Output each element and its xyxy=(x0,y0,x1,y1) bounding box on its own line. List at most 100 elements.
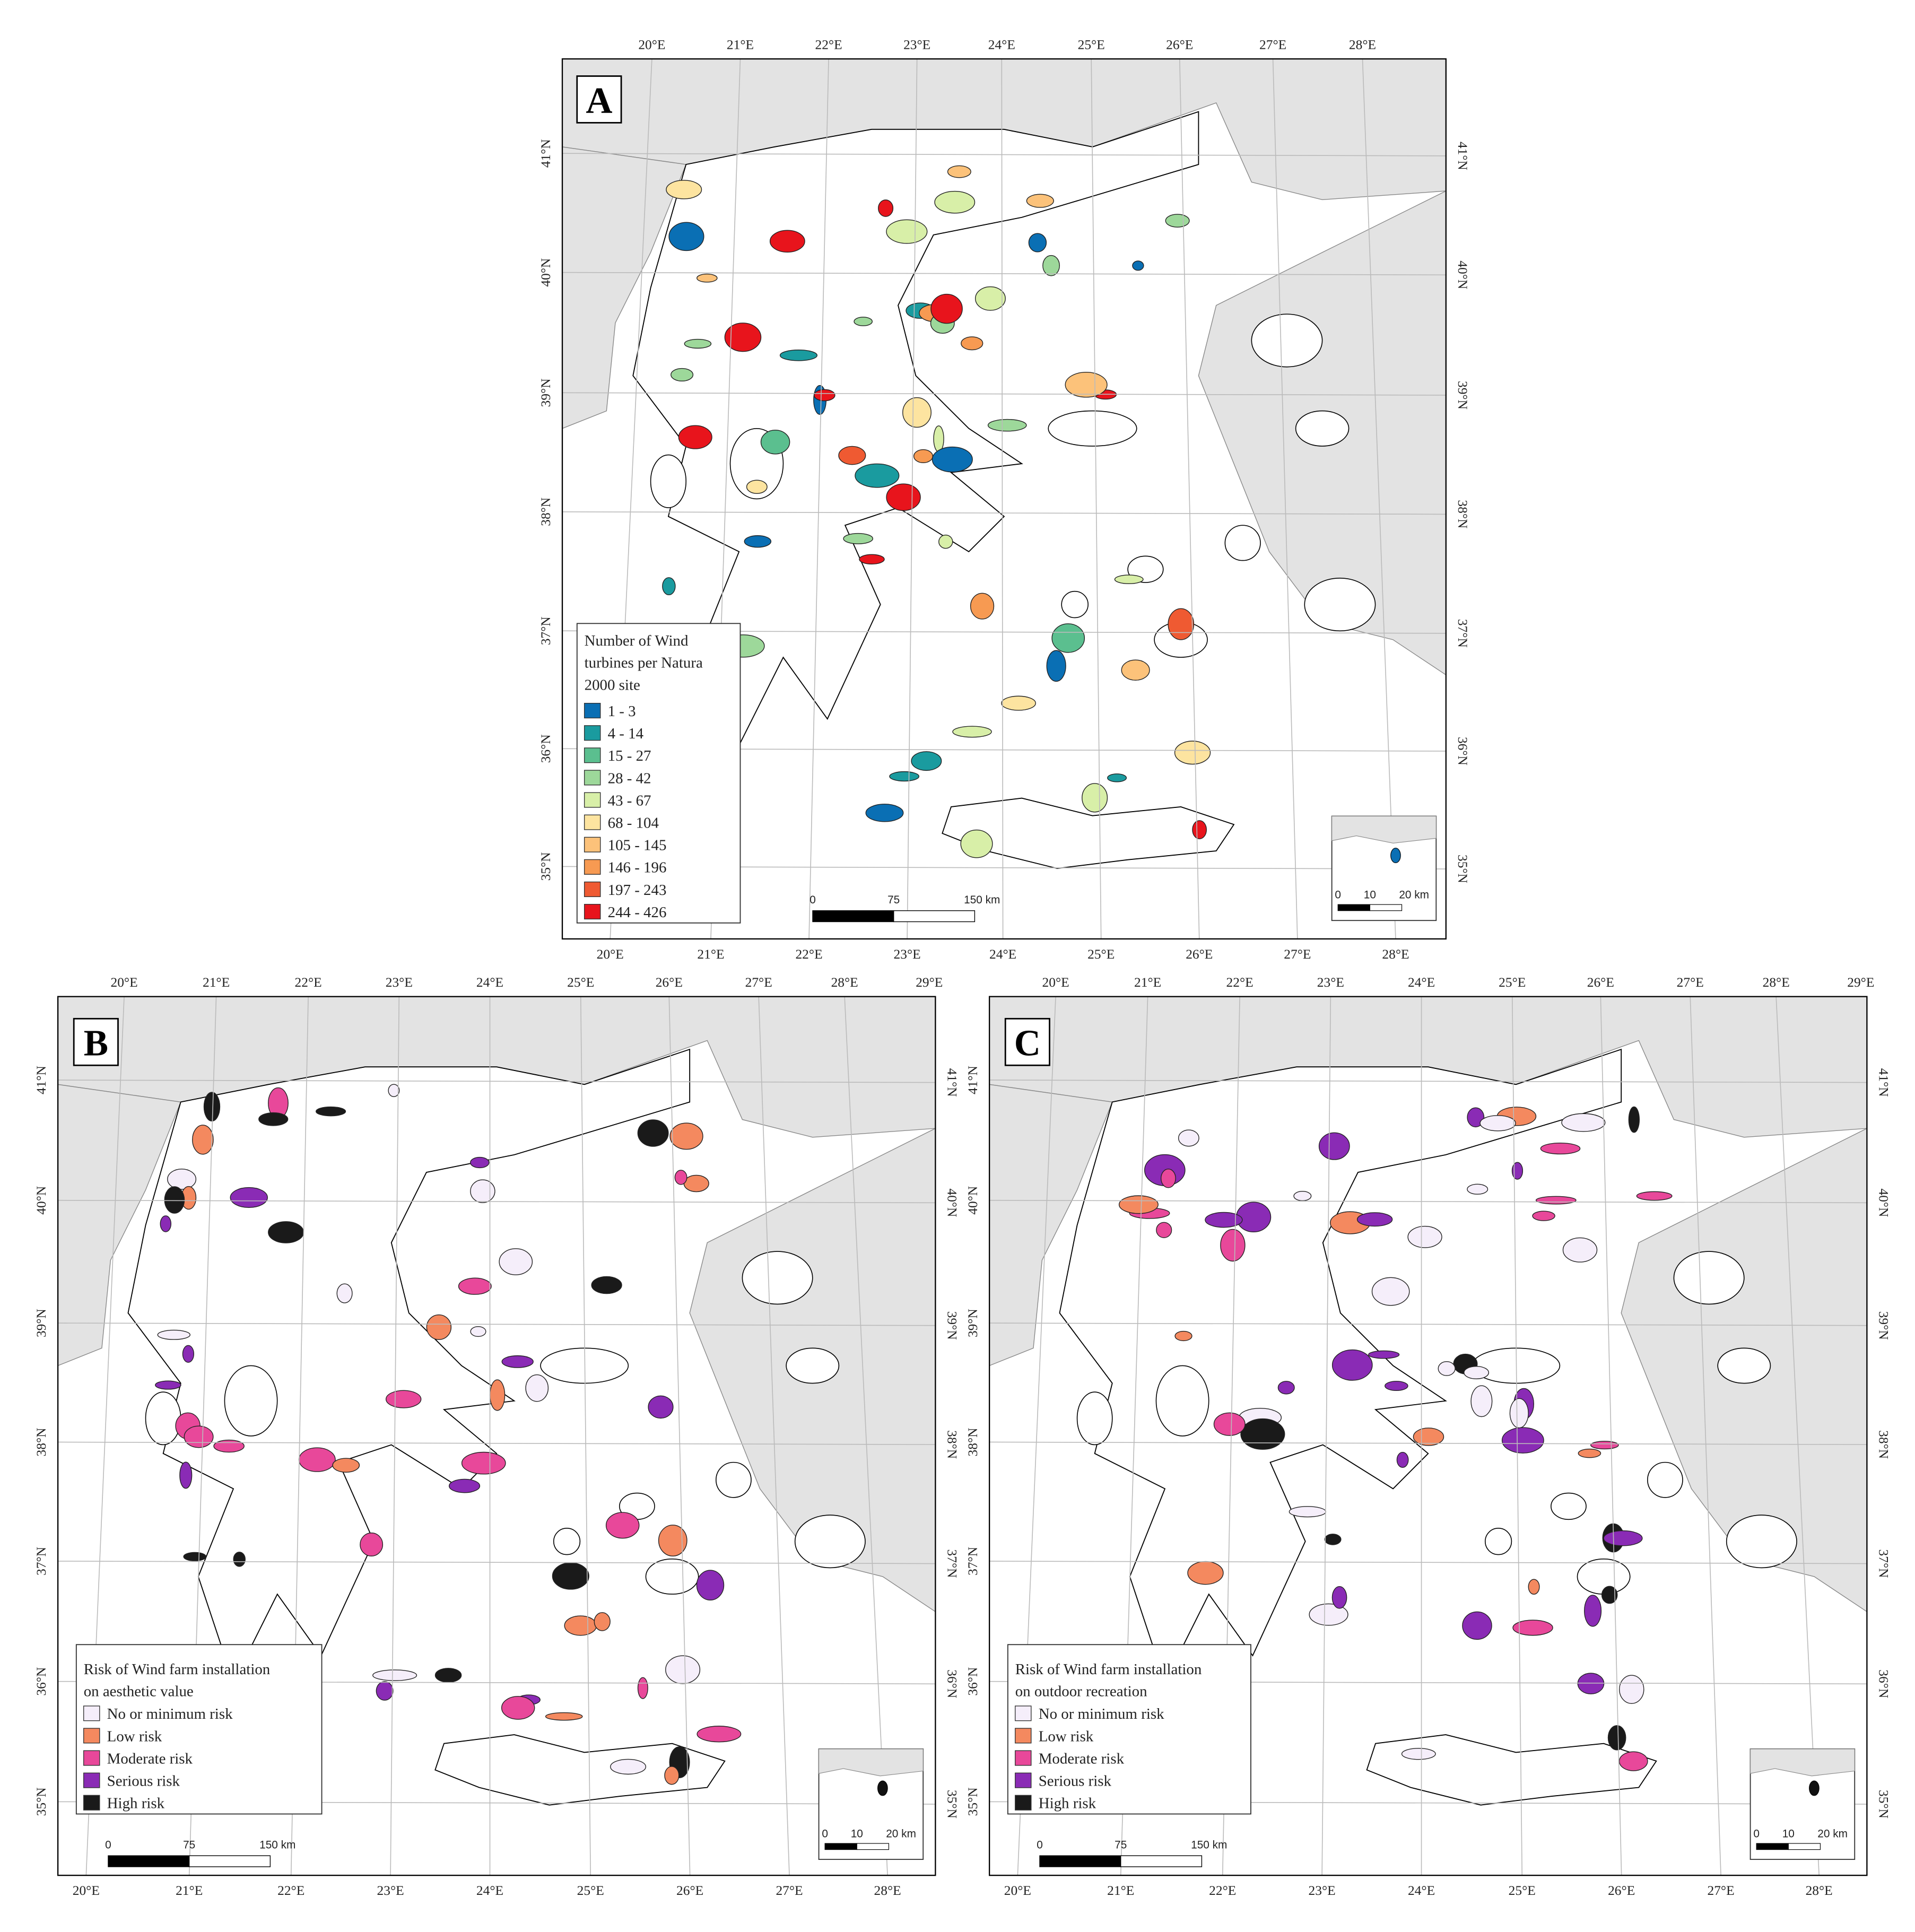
natura-site xyxy=(665,1655,701,1684)
natura-site xyxy=(911,751,942,771)
natura-site xyxy=(1107,773,1127,782)
inset-site xyxy=(1390,848,1401,864)
inset-scale-label: 20 km xyxy=(1817,1827,1848,1840)
lat-label-right: 37°N xyxy=(944,1550,960,1578)
legend-swatch xyxy=(584,770,601,786)
graticule-meridian xyxy=(907,59,918,939)
graticule-parallel xyxy=(989,1561,1867,1564)
legend-title: Number of Wind xyxy=(585,632,689,649)
lat-label-right: 40°N xyxy=(944,1188,960,1217)
lon-label-top: 26°E xyxy=(656,974,683,990)
lon-label-top: 20°E xyxy=(638,37,665,53)
inset-scale-label: 10 xyxy=(1364,889,1376,901)
legend-box xyxy=(576,623,741,924)
scale-bar-black xyxy=(812,910,894,923)
natura-site xyxy=(230,1187,268,1208)
legend-title: turbines per Natura xyxy=(585,655,703,672)
natura-site xyxy=(184,1425,214,1448)
legend-swatch xyxy=(584,903,601,920)
inset-land xyxy=(1750,1748,1855,1777)
natura-site xyxy=(746,480,768,494)
legend-label: 4 - 14 xyxy=(608,725,643,742)
island xyxy=(1076,1391,1113,1446)
map-frame xyxy=(57,996,936,1876)
island xyxy=(145,1391,181,1446)
legend-title: Risk of Wind farm installation xyxy=(84,1661,271,1678)
legend-swatch xyxy=(83,1772,100,1788)
lon-label-bottom: 26°E xyxy=(1186,946,1213,962)
natura-site xyxy=(448,1478,481,1493)
natura-site xyxy=(697,273,718,283)
natura-site xyxy=(1479,1115,1516,1132)
natura-site xyxy=(1532,1211,1555,1221)
island xyxy=(1295,410,1350,447)
island xyxy=(224,1365,278,1437)
legend-label: High risk xyxy=(1039,1795,1096,1812)
natura-site xyxy=(658,1525,687,1556)
natura-site xyxy=(1192,820,1207,839)
natura-site xyxy=(164,1186,185,1214)
island xyxy=(1304,577,1376,632)
island xyxy=(786,1347,840,1384)
natura-site xyxy=(1187,1561,1224,1585)
legend-title: 2000 site xyxy=(585,676,640,693)
scale-bar-label: 150 km xyxy=(1191,1839,1227,1851)
graticule-parallel xyxy=(989,1080,1867,1083)
lon-label-top: 24°E xyxy=(988,37,1015,53)
natura-site xyxy=(470,1179,495,1203)
lon-label-bottom: 24°E xyxy=(476,1883,503,1898)
natura-site xyxy=(678,425,712,449)
legend-label: Serious risk xyxy=(1039,1773,1112,1790)
natura-site xyxy=(1277,1381,1295,1395)
lon-label-bottom: 25°E xyxy=(577,1883,604,1898)
lon-label-bottom: 23°E xyxy=(1309,1883,1336,1898)
natura-site xyxy=(1590,1441,1619,1450)
natura-site xyxy=(426,1314,452,1340)
lon-label-bottom: 26°E xyxy=(676,1883,703,1898)
natura-site xyxy=(157,1329,190,1340)
natura-site xyxy=(1331,1586,1347,1609)
graticule-meridian xyxy=(758,996,790,1876)
scale-bar-label: 75 xyxy=(887,894,900,906)
inset-scale-label: 0 xyxy=(822,1827,828,1840)
legend-swatch xyxy=(83,1728,100,1744)
graticule-meridian xyxy=(390,996,400,1876)
natura-site xyxy=(525,1374,549,1402)
panel-letter-box xyxy=(576,75,622,124)
lon-label-top: 26°E xyxy=(1587,974,1614,990)
natura-site xyxy=(1619,1675,1644,1704)
inset-scale-label: 10 xyxy=(851,1827,863,1840)
natura-site xyxy=(386,1390,422,1408)
graticule-meridian xyxy=(1272,59,1298,939)
lat-label-left: 40°N xyxy=(538,258,553,287)
lon-label-top: 21°E xyxy=(727,37,754,53)
graticule-parallel xyxy=(989,1322,1867,1326)
island xyxy=(1551,1492,1587,1520)
graticule-parallel xyxy=(58,1561,936,1564)
lon-label-top: 25°E xyxy=(1078,37,1105,53)
natura-site xyxy=(564,1615,597,1636)
lon-label-top: 28°E xyxy=(1349,37,1376,53)
island xyxy=(645,1559,699,1595)
natura-site xyxy=(684,338,712,349)
graticule-meridian xyxy=(580,996,591,1876)
lon-label-top: 20°E xyxy=(110,974,137,990)
lat-label-left: 38°N xyxy=(965,1428,980,1457)
inset-scale-black xyxy=(824,1843,857,1850)
natura-site xyxy=(1042,255,1060,276)
graticule-parallel xyxy=(562,511,1446,515)
island xyxy=(650,454,687,508)
scale-bar-label: 0 xyxy=(105,1839,111,1851)
natura-site xyxy=(865,804,904,822)
natura-site xyxy=(1240,1418,1285,1450)
natura-site xyxy=(1121,659,1150,681)
natura-site xyxy=(744,535,772,548)
graticule-parallel xyxy=(58,1441,936,1445)
natura-site xyxy=(1601,1586,1618,1604)
scale-bar-black xyxy=(1039,1855,1121,1867)
lat-label-right: 40°N xyxy=(1876,1188,1892,1217)
natura-site xyxy=(1396,1452,1409,1468)
natura-site xyxy=(501,1696,535,1720)
natura-site xyxy=(932,446,973,473)
natura-site xyxy=(1401,1748,1436,1760)
